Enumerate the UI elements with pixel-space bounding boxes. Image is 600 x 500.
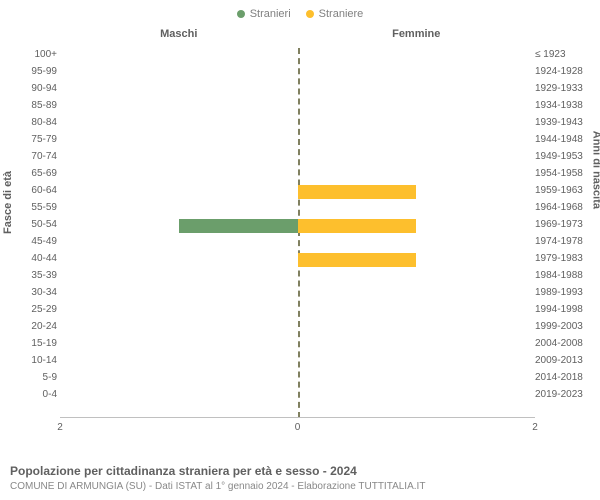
- year-labels-container: ≤ 1923 1924-1928 1929-1933 1934-1938 1939-19…: [535, 48, 590, 418]
- year-label: ≤ 1923: [535, 50, 590, 60]
- age-label: 15-19: [22, 339, 57, 349]
- x-tick: 2: [532, 422, 538, 433]
- year-label: 1949-1953: [535, 152, 590, 162]
- bar-female: [298, 219, 417, 233]
- year-label: 1939-1943: [535, 118, 590, 128]
- year-label: 1954-1958: [535, 169, 590, 179]
- x-tick: 2: [57, 422, 63, 433]
- year-label: 1979-1983: [535, 254, 590, 264]
- legend-marker-male: [237, 10, 245, 18]
- age-label: 20-24: [22, 322, 57, 332]
- year-label: 2019-2023: [535, 390, 590, 400]
- age-label: 100+: [22, 50, 57, 60]
- year-label: 1969-1973: [535, 220, 590, 230]
- year-label: 1984-1988: [535, 271, 590, 281]
- bar-male: [179, 219, 298, 233]
- year-label: 1959-1963: [535, 186, 590, 196]
- bar-female: [298, 185, 417, 199]
- year-label: 1974-1978: [535, 237, 590, 247]
- age-label: 65-69: [22, 169, 57, 179]
- age-label: 70-74: [22, 152, 57, 162]
- year-label: 1924-1928: [535, 67, 590, 77]
- age-label: 85-89: [22, 101, 57, 111]
- center-line: [298, 48, 300, 418]
- x-axis-line: [60, 417, 535, 418]
- age-labels-container: 100+ 95-99 90-94 85-89 80-84 75-79 70-74 65-69 6…: [22, 48, 57, 418]
- y-axis-right-label: Anni di nascita: [590, 131, 600, 209]
- legend: Stranieri Straniere: [0, 0, 600, 28]
- header-female: Femmine: [298, 28, 536, 40]
- age-label: 55-59: [22, 203, 57, 213]
- age-label: 40-44: [22, 254, 57, 264]
- age-label: 30-34: [22, 288, 57, 298]
- age-label: 50-54: [22, 220, 57, 230]
- year-label: 2009-2013: [535, 356, 590, 366]
- legend-marker-female: [306, 10, 314, 18]
- header-male: Maschi: [60, 28, 298, 40]
- age-label: 75-79: [22, 135, 57, 145]
- age-label: 90-94: [22, 84, 57, 94]
- age-label: 10-14: [22, 356, 57, 366]
- year-label: 1929-1933: [535, 84, 590, 94]
- year-label: 2014-2018: [535, 373, 590, 383]
- year-label: 1944-1948: [535, 135, 590, 145]
- age-label: 25-29: [22, 305, 57, 315]
- legend-item-female: Straniere: [306, 8, 364, 20]
- age-label: 95-99: [22, 67, 57, 77]
- header-row: Maschi Femmine: [60, 28, 535, 40]
- x-tick: 0: [295, 422, 301, 433]
- age-label: 45-49: [22, 237, 57, 247]
- legend-item-male: Stranieri: [237, 8, 291, 20]
- year-label: 1999-2003: [535, 322, 590, 332]
- year-label: 1934-1938: [535, 101, 590, 111]
- legend-label-male: Stranieri: [250, 8, 291, 20]
- plot-area: 202: [60, 48, 535, 418]
- age-label: 0-4: [22, 390, 57, 400]
- legend-label-female: Straniere: [319, 8, 364, 20]
- year-label: 1989-1993: [535, 288, 590, 298]
- footer: Popolazione per cittadinanza straniera p…: [10, 464, 590, 492]
- bar-female: [298, 253, 417, 267]
- age-label: 80-84: [22, 118, 57, 128]
- age-label: 5-9: [22, 373, 57, 383]
- footer-subtitle: COMUNE DI ARMUNGIA (SU) - Dati ISTAT al …: [10, 481, 590, 492]
- age-label: 60-64: [22, 186, 57, 196]
- age-label: 35-39: [22, 271, 57, 281]
- year-label: 2004-2008: [535, 339, 590, 349]
- y-axis-left-label: Fasce di età: [2, 171, 14, 234]
- footer-title: Popolazione per cittadinanza straniera p…: [10, 464, 590, 478]
- year-label: 1964-1968: [535, 203, 590, 213]
- year-label: 1994-1998: [535, 305, 590, 315]
- chart-container: Maschi Femmine Fasce di età Anni di nasc…: [0, 28, 600, 443]
